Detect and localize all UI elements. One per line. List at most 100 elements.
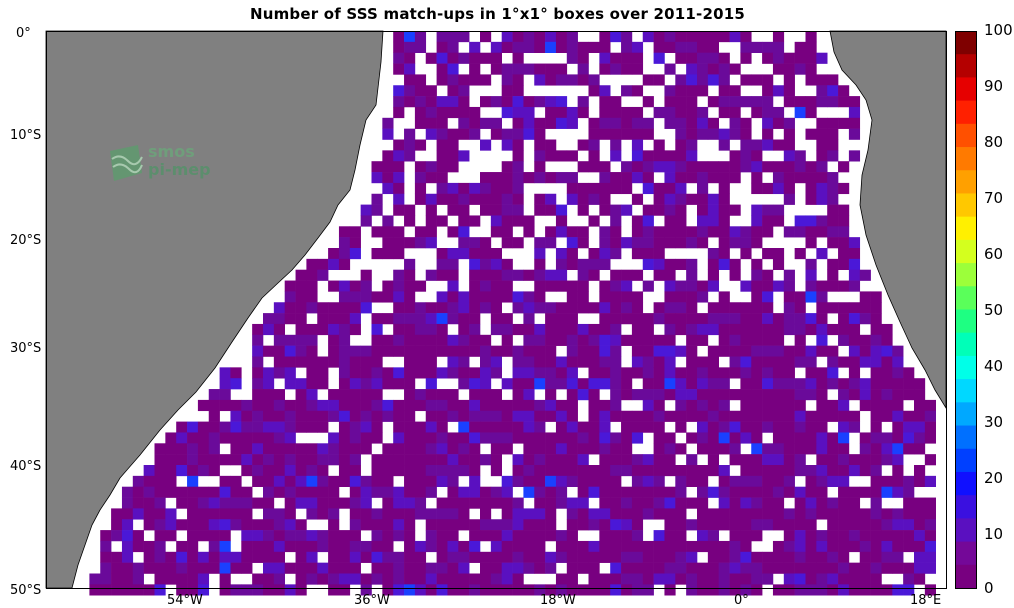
grid-cell	[664, 508, 676, 520]
grid-cell	[762, 345, 774, 357]
grid-cell	[306, 421, 318, 433]
grid-cell	[805, 172, 817, 184]
grid-cell	[512, 551, 524, 563]
grid-cell	[523, 443, 535, 455]
grid-cell	[631, 389, 644, 401]
grid-cell	[534, 139, 546, 151]
grid-cell	[686, 237, 698, 249]
grid-cell	[523, 172, 535, 184]
grid-cell	[642, 150, 654, 162]
grid-cell	[447, 356, 459, 368]
grid-cell	[241, 497, 253, 509]
grid-cell	[197, 454, 210, 466]
grid-cell	[197, 584, 210, 596]
colorbar-tick-50: 50	[984, 301, 1004, 319]
grid-cell	[664, 258, 676, 270]
grid-cell	[751, 475, 763, 487]
grid-cell	[772, 117, 785, 129]
grid-cell	[252, 454, 264, 466]
grid-cell	[447, 562, 459, 574]
grid-cell	[328, 345, 340, 357]
grid-cell	[707, 378, 719, 390]
grid-cell	[729, 172, 741, 184]
colorbar-segment	[955, 193, 977, 218]
grid-cell	[718, 172, 730, 184]
grid-cell	[718, 367, 730, 379]
colorbar-segment	[955, 147, 977, 171]
grid-cell	[816, 128, 828, 140]
grid-cell	[447, 291, 459, 303]
grid-cell	[718, 237, 730, 249]
grid-cell	[501, 410, 513, 422]
grid-cell	[729, 85, 741, 97]
grid-cell	[816, 508, 828, 520]
lat-label-0: 0°	[16, 26, 31, 41]
grid-cell	[707, 193, 719, 205]
grid-cell	[512, 367, 524, 379]
grid-cell	[317, 421, 329, 433]
grid-cell	[458, 584, 470, 596]
grid-cell	[838, 204, 850, 216]
grid-cell	[501, 269, 513, 281]
grid-cell	[870, 291, 882, 303]
grid-cell	[686, 465, 698, 477]
grid-cell	[675, 302, 687, 314]
grid-cell	[393, 63, 405, 75]
grid-cell	[393, 551, 405, 563]
grid-cell	[111, 530, 123, 542]
grid-cell	[436, 139, 448, 151]
grid-cell	[121, 540, 134, 553]
grid-cell	[631, 323, 644, 336]
grid-cell	[447, 226, 459, 238]
grid-cell	[642, 497, 654, 509]
grid-cell	[762, 410, 774, 422]
grid-cell	[404, 63, 416, 75]
grid-cell	[382, 443, 394, 455]
grid-cell	[903, 378, 915, 390]
grid-cell	[707, 269, 719, 281]
grid-cell	[729, 258, 741, 270]
grid-cell	[772, 584, 785, 596]
grid-cell	[762, 96, 774, 108]
grid-cell	[881, 562, 893, 574]
grid-cell	[382, 399, 394, 412]
grid-cell	[707, 52, 719, 64]
grid-cell	[610, 323, 622, 336]
grid-cell	[447, 128, 459, 140]
grid-cell	[273, 323, 285, 336]
grid-cell	[458, 193, 470, 205]
grid-cell	[154, 465, 166, 477]
grid-cell	[697, 193, 709, 205]
grid-cell	[675, 486, 687, 498]
grid-cell	[436, 540, 448, 553]
grid-cell	[447, 486, 459, 498]
grid-cell	[740, 323, 752, 336]
grid-cell	[241, 519, 253, 531]
grid-cell	[653, 508, 665, 520]
grid-cell	[414, 486, 427, 498]
grid-cell	[805, 508, 817, 520]
grid-cell	[187, 432, 199, 444]
grid-cell	[512, 291, 524, 303]
grid-cell	[707, 421, 719, 433]
grid-cell	[577, 465, 589, 477]
grid-cell	[599, 226, 611, 238]
smos-pi-mep-logo: smos pi-mep	[108, 142, 220, 185]
grid-cell	[859, 573, 871, 585]
grid-cell	[686, 378, 698, 390]
grid-cell	[653, 356, 665, 368]
grid-cell	[545, 497, 557, 509]
grid-cell	[545, 530, 557, 542]
grid-cell	[707, 345, 719, 357]
grid-cell	[881, 475, 893, 487]
grid-cell	[870, 540, 882, 553]
grid-cell	[425, 117, 437, 129]
grid-cell	[414, 280, 427, 292]
grid-cell	[577, 96, 589, 108]
grid-cell	[870, 367, 882, 379]
grid-cell	[295, 443, 307, 455]
grid-cell	[610, 367, 622, 379]
grid-cell	[273, 573, 285, 585]
grid-cell	[697, 334, 709, 346]
grid-cell	[404, 519, 416, 531]
